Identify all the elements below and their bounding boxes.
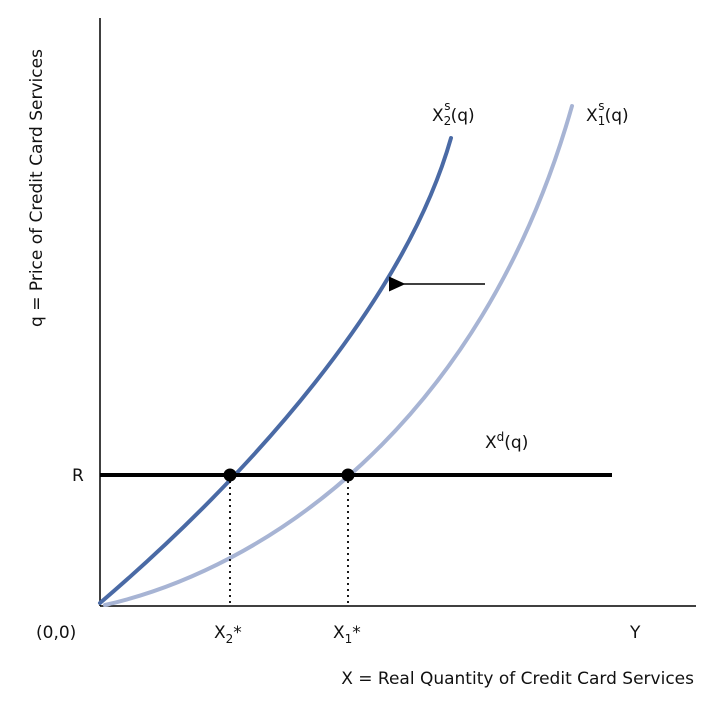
equilibrium-point-2 (223, 468, 237, 482)
supply-curve-1 (103, 104, 574, 607)
demand-curve-label: Xd(q) (485, 430, 528, 453)
x2-star-label: X2* (214, 623, 242, 646)
supply-curve-2-label: X2s(q) (432, 99, 475, 128)
equilibrium-point-1 (341, 468, 355, 482)
y-tick-label-r: R (72, 466, 84, 486)
supply-curve-1-label: X1s(q) (586, 99, 629, 128)
origin-label: (0,0) (36, 623, 76, 643)
x1-star-label: X1* (333, 623, 361, 646)
x-axis-title: X = Real Quantity of Credit Card Service… (341, 669, 694, 689)
y-axis-title: q = Price of Credit Card Services (27, 49, 47, 327)
supply-curve-2 (98, 136, 453, 605)
x-end-label-y: Y (629, 623, 641, 643)
